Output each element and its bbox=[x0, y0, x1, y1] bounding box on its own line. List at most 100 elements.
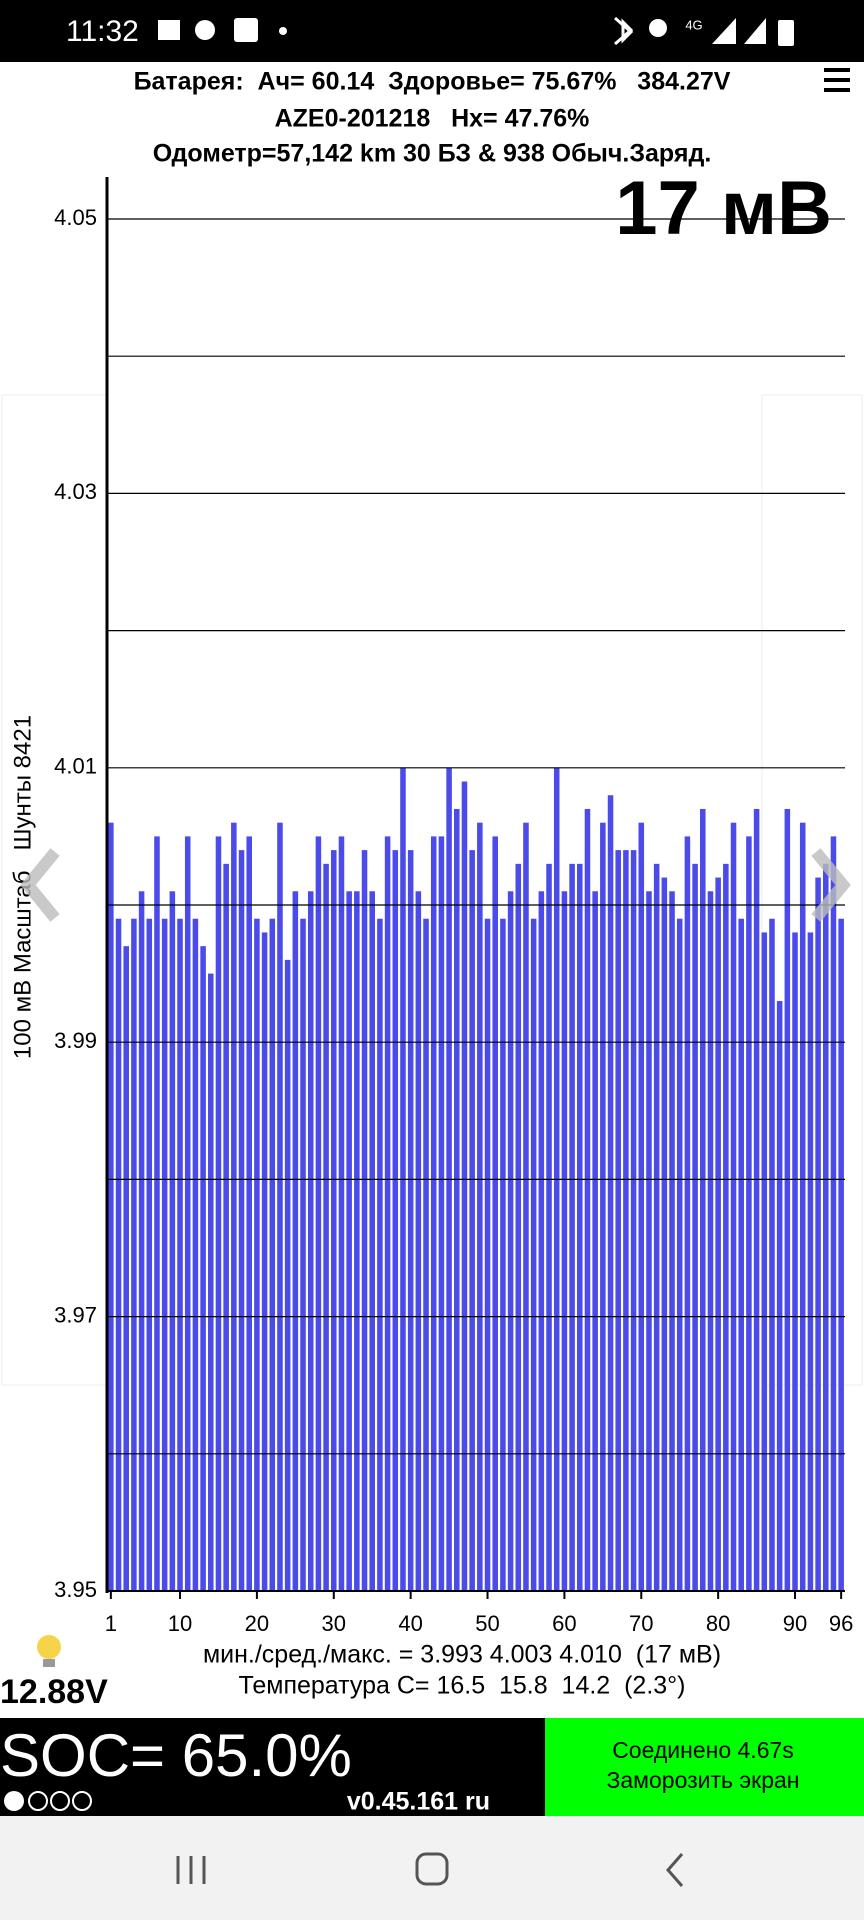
bar bbox=[753, 808, 760, 1591]
bar bbox=[469, 850, 475, 1591]
bar bbox=[384, 836, 391, 1591]
status-bar bbox=[0, 0, 864, 62]
bluetooth-icon bbox=[614, 16, 634, 46]
x-tick-label: 50 bbox=[475, 1611, 499, 1636]
bar bbox=[154, 836, 160, 1591]
bar bbox=[646, 891, 652, 1591]
bar bbox=[492, 836, 498, 1591]
battery-icon bbox=[778, 20, 794, 46]
bar bbox=[538, 891, 545, 1591]
x-tick-label: 10 bbox=[168, 1611, 192, 1636]
bar bbox=[584, 808, 591, 1591]
y-tick-label: 4.01 bbox=[54, 754, 97, 779]
bar bbox=[338, 836, 345, 1591]
bar bbox=[346, 891, 352, 1591]
bar bbox=[515, 863, 522, 1591]
soc-label: SOC= 65.0% bbox=[0, 1722, 352, 1789]
connect-button[interactable] bbox=[545, 1718, 864, 1816]
prev-arrow[interactable] bbox=[20, 848, 60, 922]
x-tick-label: 90 bbox=[783, 1611, 807, 1636]
bar bbox=[261, 932, 268, 1591]
bar bbox=[707, 891, 714, 1591]
bar bbox=[377, 918, 383, 1591]
clock: 11:32 bbox=[66, 15, 139, 48]
bulb-icon bbox=[43, 1659, 55, 1667]
bar bbox=[323, 863, 329, 1591]
bar bbox=[615, 850, 621, 1591]
signal-icon bbox=[712, 18, 766, 44]
next-arrow[interactable] bbox=[811, 848, 851, 922]
bar bbox=[192, 918, 199, 1591]
bar bbox=[776, 1001, 783, 1591]
page-dot bbox=[50, 1791, 70, 1811]
x-tick-label: 20 bbox=[245, 1611, 269, 1636]
bar bbox=[300, 918, 306, 1591]
bar bbox=[200, 946, 206, 1591]
bar bbox=[577, 863, 583, 1591]
bar bbox=[746, 836, 752, 1591]
bar bbox=[131, 918, 137, 1591]
version-label: v0.45.161 ru bbox=[347, 1788, 490, 1816]
bar bbox=[838, 918, 844, 1591]
status-icon bbox=[158, 20, 180, 40]
bar bbox=[115, 918, 122, 1591]
bar bbox=[331, 850, 337, 1591]
back-button[interactable] bbox=[666, 1853, 684, 1887]
bulb-icon bbox=[37, 1635, 61, 1659]
bar bbox=[653, 863, 660, 1591]
bar bbox=[723, 863, 729, 1591]
bar bbox=[161, 918, 168, 1591]
page-dot bbox=[28, 1791, 48, 1811]
bar bbox=[407, 850, 414, 1591]
bar bbox=[284, 959, 291, 1591]
bar bbox=[392, 850, 399, 1591]
y-tick-label: 3.97 bbox=[54, 1302, 97, 1327]
bar bbox=[761, 932, 768, 1591]
bar bbox=[477, 822, 483, 1591]
x-tick-label: 96 bbox=[829, 1611, 853, 1636]
bar bbox=[177, 918, 183, 1591]
bar bbox=[500, 918, 506, 1591]
nav-bar bbox=[0, 1816, 864, 1920]
bar bbox=[215, 836, 222, 1591]
freeze-label[interactable]: Заморозить экран bbox=[607, 1767, 800, 1793]
menu-button[interactable] bbox=[824, 68, 850, 92]
bar bbox=[769, 918, 775, 1591]
bar bbox=[369, 891, 375, 1591]
bar bbox=[430, 836, 437, 1591]
status-icon bbox=[195, 20, 215, 40]
bar bbox=[269, 918, 276, 1591]
bar bbox=[815, 877, 821, 1591]
bar bbox=[223, 863, 229, 1591]
bar bbox=[738, 918, 744, 1591]
bar bbox=[799, 822, 806, 1591]
bar bbox=[108, 822, 114, 1591]
bar bbox=[461, 781, 468, 1591]
stats-line: мин./сред./макс. = 3.993 4.003 4.010 (17… bbox=[203, 1641, 721, 1669]
bar bbox=[823, 863, 829, 1591]
bar bbox=[484, 918, 491, 1591]
y-tick-label: 3.99 bbox=[54, 1028, 97, 1053]
x-tick-label: 1 bbox=[105, 1611, 117, 1636]
y-tick-label: 3.95 bbox=[54, 1577, 97, 1602]
home-button[interactable] bbox=[415, 1852, 449, 1886]
bar bbox=[292, 891, 299, 1591]
recents-button[interactable] bbox=[176, 1856, 206, 1884]
bar bbox=[438, 836, 445, 1591]
network-label: 4G bbox=[685, 17, 702, 32]
bar bbox=[692, 863, 698, 1591]
x-tick-label: 60 bbox=[552, 1611, 576, 1636]
bar bbox=[246, 836, 252, 1591]
bar bbox=[507, 891, 514, 1591]
bar bbox=[676, 918, 683, 1591]
status-icon bbox=[234, 18, 258, 42]
bar bbox=[315, 836, 322, 1591]
header-line: AZE0-201218 Hx= 47.76% bbox=[275, 105, 590, 133]
bar bbox=[661, 877, 668, 1591]
page-dot bbox=[4, 1791, 24, 1811]
bar bbox=[730, 822, 737, 1591]
bar bbox=[454, 808, 460, 1591]
bar bbox=[546, 863, 552, 1591]
header-line: Одометр=57,142 km 30 БЗ & 938 Обыч.Заряд… bbox=[153, 140, 712, 168]
bar bbox=[146, 918, 153, 1591]
